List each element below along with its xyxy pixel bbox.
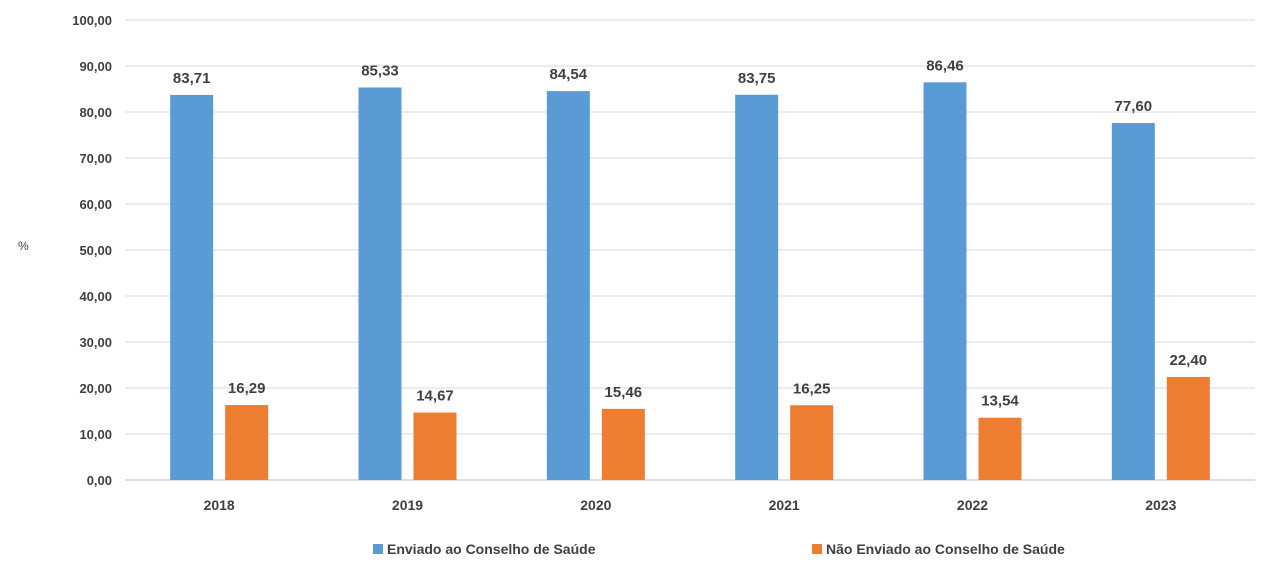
y-tick-label: 40,00 xyxy=(79,289,112,304)
x-tick-label: 2020 xyxy=(580,497,611,513)
legend-label: Enviado ao Conselho de Saúde xyxy=(387,541,596,557)
bar-nao-enviado-2022 xyxy=(978,417,1022,480)
data-label: 83,75 xyxy=(738,70,776,87)
x-axis-ticks: 2018 2019 2020 2021 2022 2023 xyxy=(204,497,1177,513)
data-label: 85,33 xyxy=(361,62,399,79)
data-label: 15,46 xyxy=(605,384,643,401)
data-label: 22,40 xyxy=(1170,352,1208,369)
bars xyxy=(170,82,1210,481)
bar-nao-enviado-2020 xyxy=(601,408,645,480)
y-tick-label: 100,00 xyxy=(72,13,112,28)
legend-item-enviado: Enviado ao Conselho de Saúde xyxy=(373,541,596,557)
bar-enviado-2018 xyxy=(170,94,214,481)
x-tick-label: 2023 xyxy=(1145,497,1176,513)
legend-label: Não Enviado ao Conselho de Saúde xyxy=(826,541,1065,557)
x-tick-label: 2018 xyxy=(204,497,235,513)
x-tick-label: 2021 xyxy=(769,497,800,513)
y-tick-label: 70,00 xyxy=(79,151,112,166)
bar-nao-enviado-2023 xyxy=(1166,376,1210,480)
data-label: 14,67 xyxy=(416,388,454,405)
y-tick-label: 50,00 xyxy=(79,243,112,258)
data-label: 77,60 xyxy=(1115,98,1153,115)
y-tick-label: 20,00 xyxy=(79,381,112,396)
x-tick-label: 2022 xyxy=(957,497,988,513)
bar-nao-enviado-2021 xyxy=(790,405,834,480)
data-label: 84,54 xyxy=(550,66,588,83)
bar-nao-enviado-2019 xyxy=(413,412,457,480)
bar-enviado-2019 xyxy=(358,87,402,481)
legend-swatch xyxy=(373,544,383,554)
x-tick-label: 2019 xyxy=(392,497,423,513)
y-tick-label: 10,00 xyxy=(79,427,112,442)
y-tick-label: 90,00 xyxy=(79,59,112,74)
data-label: 16,29 xyxy=(228,380,266,397)
bar-enviado-2022 xyxy=(923,82,967,480)
y-axis-title: % xyxy=(18,239,29,253)
legend: Enviado ao Conselho de Saúde Não Enviado … xyxy=(373,541,1065,557)
data-label: 86,46 xyxy=(926,57,964,74)
legend-item-nao-enviado: Não Enviado ao Conselho de Saúde xyxy=(812,541,1065,557)
y-tick-label: 0,00 xyxy=(87,473,112,488)
data-label: 83,71 xyxy=(173,70,211,87)
bar-enviado-2023 xyxy=(1111,123,1155,480)
bar-nao-enviado-2018 xyxy=(225,405,269,480)
data-labels: 83,71 16,29 85,33 14,67 84,54 15,46 83,75 16,25… xyxy=(173,57,1207,409)
gridlines xyxy=(125,19,1255,481)
y-tick-label: 60,00 xyxy=(79,197,112,212)
y-tick-label: 30,00 xyxy=(79,335,112,350)
data-label: 13,54 xyxy=(981,393,1019,410)
y-axis-ticks: 0,00 10,00 20,00 30,00 40,00 50,00 60,00 70,00 8… xyxy=(72,13,112,488)
y-tick-label: 80,00 xyxy=(79,105,112,120)
legend-swatch xyxy=(812,544,822,554)
bar-enviado-2020 xyxy=(546,91,590,480)
data-label: 16,25 xyxy=(793,380,831,397)
bar-enviado-2021 xyxy=(735,94,779,480)
